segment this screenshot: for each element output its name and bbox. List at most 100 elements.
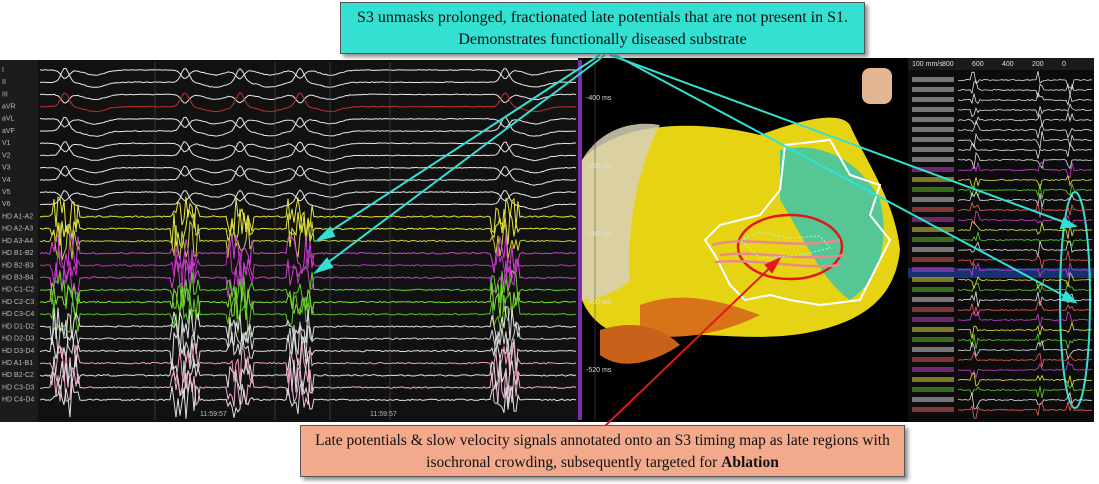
egm-trace [957, 102, 1093, 118]
header-label: 400 [1002, 61, 1014, 68]
channel-tag [912, 137, 954, 142]
channel-tag [912, 297, 954, 302]
channel-tag [912, 217, 954, 222]
egm-highlight [908, 268, 1094, 278]
egm-trace [957, 182, 1093, 199]
channel-tag [912, 327, 954, 332]
egm-trace [957, 111, 1093, 128]
arrow-head [1059, 217, 1078, 230]
ecg-trace [39, 233, 577, 274]
arrows [313, 54, 1078, 304]
timestamp: 11:59:57 [370, 411, 397, 418]
channel-tag [912, 317, 954, 322]
traces [39, 62, 1093, 420]
header-label: 0 [1062, 61, 1066, 68]
arrow [317, 54, 606, 271]
egm-trace [957, 174, 1093, 190]
ecg-trace [40, 166, 577, 177]
lead-label: HD A1-A2 [2, 213, 33, 220]
channel-tag [912, 167, 954, 172]
scale-label: -280 ms [586, 231, 612, 238]
channel-tag [912, 97, 954, 102]
ecg-trace [39, 196, 577, 237]
lead-label: HD A2-A3 [2, 226, 33, 233]
ecg-trace [39, 69, 577, 80]
lead-label: HD D2-D3 [2, 336, 34, 343]
channel-tag [912, 87, 954, 92]
lead-label: HD C4-D4 [2, 397, 34, 404]
egm-trace [957, 190, 1093, 208]
egm-header [908, 58, 1094, 70]
channel-tag [912, 157, 954, 162]
egm-trace [957, 383, 1093, 398]
ecg-trace [39, 306, 577, 347]
ecg-trace [39, 319, 577, 359]
arrow-head [313, 257, 334, 274]
map-region-orange [600, 325, 680, 364]
channel-tag [912, 407, 954, 412]
header-label: 100 mm/s [912, 61, 943, 68]
scale-label: -520 ms [586, 367, 612, 374]
egm-trace [957, 120, 1093, 139]
egm-trace [958, 271, 1093, 290]
channel-tag [912, 77, 954, 82]
ecg-trace [39, 258, 577, 298]
channel-tag [912, 397, 954, 402]
channel-tag [912, 347, 954, 352]
ecg-trace [39, 67, 577, 88]
ecg-trace [39, 220, 577, 261]
lead-label: HD A3-A4 [2, 238, 33, 245]
isochrone-outline [703, 138, 892, 307]
egm-trace [957, 311, 1093, 327]
lead-label: HD C1-C2 [2, 287, 34, 294]
ecg-trace [40, 92, 577, 113]
lead-label: aVF [2, 128, 15, 135]
scale-label: -400 ms [586, 299, 612, 306]
egm-trace [957, 360, 1093, 380]
channel-tag [912, 177, 954, 182]
ecg-trace [39, 165, 577, 186]
callout: Late potentials & slow velocity signals … [300, 425, 905, 477]
lead-label: HD A1-B1 [2, 360, 33, 367]
color-scale [578, 60, 582, 420]
lead-label: HD B2-C2 [2, 372, 34, 379]
lead-label: III [2, 91, 8, 98]
egm-trace [957, 350, 1093, 368]
arrow-head [764, 256, 782, 274]
egm-trace [957, 142, 1093, 159]
lead-label: HD B2-B3 [2, 262, 34, 269]
channel-tag [912, 207, 954, 212]
lead-label: aVR [2, 103, 16, 110]
lead-label: V4 [2, 177, 11, 184]
channel-tag [912, 377, 954, 382]
channel-tag [912, 117, 954, 122]
egm-trace [957, 80, 1092, 98]
highlight-ellipse [736, 213, 844, 281]
header-label: 200 [1032, 61, 1044, 68]
channel-tag [912, 247, 954, 252]
header-label: 800 [942, 61, 954, 68]
egm-trace [957, 92, 1093, 107]
callout: S3 unmasks prolonged, fractionated late … [340, 2, 865, 54]
arrow [614, 54, 1073, 301]
egm-trace [957, 71, 1093, 90]
lead-label-strip [0, 60, 38, 422]
channel-tag [912, 277, 954, 282]
scale-label: -160 ms [586, 163, 612, 170]
lead-label: HD C2-C3 [2, 299, 34, 306]
timestamp: 11:59:57 [200, 411, 227, 418]
egm-trace [957, 161, 1093, 179]
channel-tag [912, 387, 954, 392]
lead-label: V2 [2, 152, 11, 159]
ecg-trace [39, 116, 577, 137]
lead-label: HD B1-B2 [2, 250, 34, 257]
lead-label: HD C3-C4 [2, 311, 34, 318]
egm-trace [957, 333, 1093, 350]
ecg-trace [39, 117, 577, 129]
ecg-trace [39, 191, 577, 202]
ecg-trace [39, 379, 577, 419]
lead-label: aVL [2, 116, 15, 123]
egm-trace [957, 240, 1093, 257]
